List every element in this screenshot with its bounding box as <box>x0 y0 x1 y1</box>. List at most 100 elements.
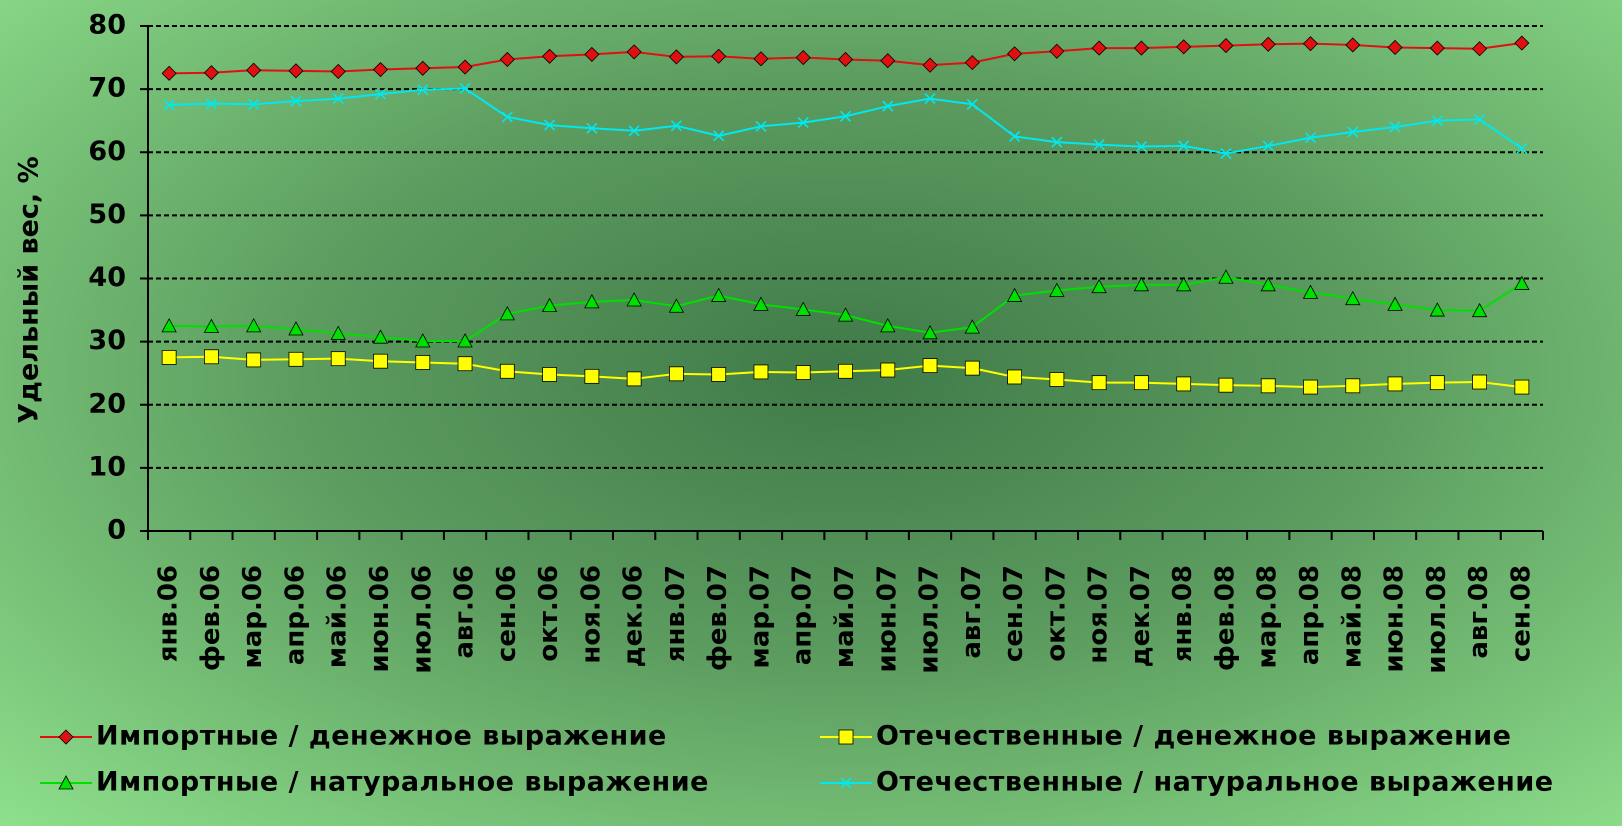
y-tick-label: 60 <box>88 136 126 167</box>
data-point <box>163 99 175 111</box>
x-tick-label: фев.06 <box>196 565 226 671</box>
data-point <box>1260 36 1276 52</box>
x-tick-label: июл.06 <box>407 565 437 674</box>
y-tick-label: 40 <box>88 262 126 293</box>
x-tick-label: май.07 <box>830 565 860 668</box>
data-point <box>880 318 896 333</box>
data-point <box>922 324 938 340</box>
data-point <box>1429 302 1445 317</box>
data-point <box>795 49 811 66</box>
data-point <box>1006 287 1023 302</box>
data-point <box>1009 130 1021 143</box>
data-point <box>839 110 852 122</box>
x-tick-label: фев.08 <box>1210 565 1240 671</box>
data-point <box>1387 376 1403 392</box>
x-tick-label: май.06 <box>323 565 353 668</box>
data-point <box>1304 132 1317 144</box>
data-point <box>922 57 938 73</box>
data-point <box>1218 38 1234 54</box>
data-point <box>1176 276 1192 292</box>
data-point <box>1302 36 1319 52</box>
y-tick-label: 80 <box>88 10 126 41</box>
data-point <box>795 301 811 316</box>
data-point <box>713 130 725 142</box>
data-point <box>1431 115 1443 127</box>
x-tick-label: апр.08 <box>1295 565 1325 665</box>
data-point <box>290 95 302 107</box>
x-tick-label: июн.08 <box>1380 565 1410 673</box>
x-tick-label: дек.07 <box>1126 565 1156 667</box>
data-point <box>499 306 515 321</box>
legend-label: Отечественные / натуральное выражение <box>876 767 1554 798</box>
data-point <box>288 351 304 367</box>
y-tick-label: 0 <box>107 515 126 546</box>
data-point <box>541 297 558 313</box>
legend-label: Импортные / натуральное выражение <box>96 767 709 798</box>
data-point <box>1262 140 1274 152</box>
data-point <box>1091 278 1107 294</box>
data-point <box>246 352 262 368</box>
data-point <box>1345 37 1361 53</box>
x-tick-label: янв.08 <box>1168 565 1198 662</box>
data-point <box>1387 39 1403 56</box>
data-point <box>1091 40 1107 56</box>
data-point <box>1471 302 1488 318</box>
data-point <box>499 51 515 68</box>
data-point <box>964 360 980 376</box>
y-tick-label: 20 <box>88 388 126 419</box>
data-point <box>711 48 727 64</box>
data-point <box>626 371 642 387</box>
data-point <box>330 63 346 80</box>
data-point <box>203 65 219 81</box>
x-tick-label: дек.06 <box>619 565 649 667</box>
legend-marker <box>840 777 852 789</box>
data-point <box>332 93 344 105</box>
data-point <box>1303 379 1318 395</box>
data-point <box>1176 39 1192 55</box>
data-point <box>499 363 515 379</box>
data-point <box>1134 375 1149 391</box>
x-tick-label: окт.07 <box>1041 565 1071 662</box>
data-point <box>669 366 684 382</box>
data-point <box>964 319 980 334</box>
legend-label: Отечественные / денежное выражение <box>876 721 1512 752</box>
x-tick-label: сен.08 <box>1506 565 1536 662</box>
x-tick-label: фев.07 <box>703 565 733 671</box>
data-point <box>1260 378 1276 394</box>
data-point <box>922 358 938 374</box>
data-point <box>626 44 642 60</box>
data-point <box>755 120 767 132</box>
data-point <box>1007 46 1023 62</box>
data-point <box>797 117 809 129</box>
data-point <box>288 321 304 336</box>
data-point <box>1429 375 1445 391</box>
data-point <box>837 307 854 322</box>
data-point <box>1516 142 1528 155</box>
data-point <box>838 363 853 379</box>
x-tick-label: апр.06 <box>280 565 310 665</box>
data-point <box>1049 372 1065 387</box>
data-point <box>372 61 389 78</box>
data-point <box>584 294 600 309</box>
x-tick-label: окт.06 <box>534 565 564 662</box>
x-tick-label: сен.06 <box>492 565 522 662</box>
data-point <box>246 318 262 333</box>
x-tick-label: янв.07 <box>661 565 691 662</box>
data-point <box>584 368 600 384</box>
data-point <box>795 365 811 380</box>
y-axis-label: Удельный вес, % <box>14 156 45 423</box>
data-point <box>1345 290 1361 306</box>
legend-label: Импортные / денежное выражение <box>96 721 667 752</box>
y-tick-label: 30 <box>88 325 126 356</box>
data-point <box>1176 376 1192 392</box>
data-point <box>1049 43 1065 59</box>
x-tick-label: ноя.07 <box>1084 565 1114 664</box>
data-point <box>1007 369 1022 385</box>
data-point <box>248 98 260 110</box>
x-tick-label: мар.07 <box>745 565 775 668</box>
x-tick-label: ноя.06 <box>576 565 606 664</box>
data-point <box>882 100 894 112</box>
data-point <box>330 351 346 367</box>
data-point <box>1387 296 1403 311</box>
